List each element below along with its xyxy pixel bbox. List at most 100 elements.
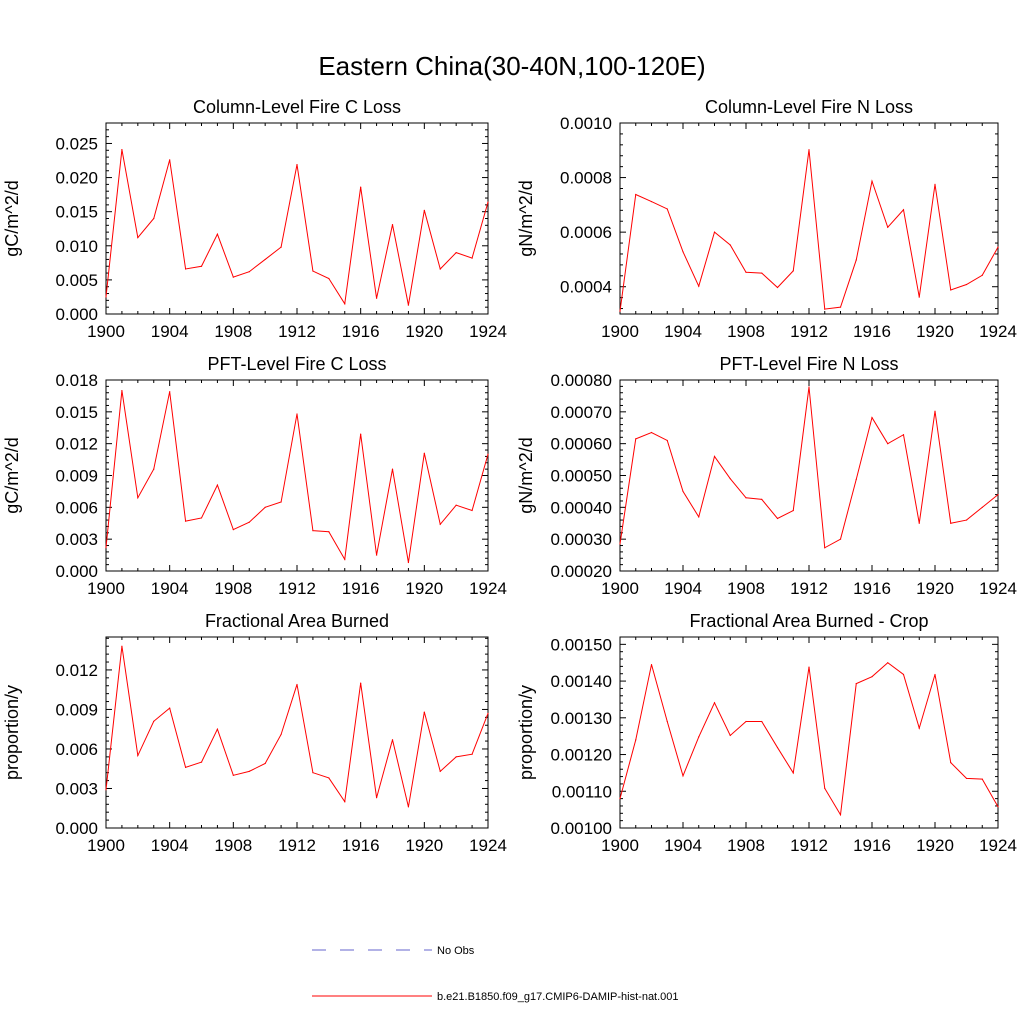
data-point (328, 277, 330, 280)
data-point (729, 734, 731, 737)
data-point (137, 237, 139, 239)
y-axis-label: gN/m^2/d (516, 437, 536, 513)
y-tick-label: 0.020 (55, 169, 98, 188)
data-point (391, 739, 394, 741)
data-point (650, 431, 653, 434)
panel-title: Fractional Area Burned - Crop (689, 611, 928, 631)
y-tick-label: 0.00100 (551, 819, 612, 838)
data-point (808, 386, 810, 388)
data-point (375, 297, 378, 299)
data-point (328, 777, 330, 779)
data-point (296, 164, 298, 166)
x-tick-label: 1916 (853, 579, 891, 598)
data-point (407, 806, 410, 808)
plot-frame (105, 636, 489, 829)
y-tick-label: 0.009 (55, 700, 98, 719)
x-tick-label: 1912 (790, 579, 828, 598)
series-line (105, 149, 489, 306)
y-tick-label: 0.025 (55, 134, 98, 153)
data-point (934, 410, 936, 412)
series-line (619, 149, 999, 312)
data-point (423, 711, 425, 713)
data-point (666, 720, 668, 723)
y-tick-label: 0.00040 (551, 498, 612, 517)
data-point (423, 209, 425, 211)
data-point (887, 226, 889, 228)
data-point (713, 231, 716, 233)
legend-label-no-obs: No Obs (437, 945, 475, 957)
data-point (105, 547, 107, 549)
data-point (950, 522, 952, 524)
panel-title: Column-Level Fire N Loss (705, 97, 913, 117)
x-tick-label: 1900 (87, 579, 125, 598)
legend-label-model: b.e21.B1850.f09_g17.CMIP6-DAMIP-hist-nat… (437, 991, 679, 1003)
data-point (344, 558, 346, 560)
x-tick-label: 1912 (790, 322, 828, 341)
y-tick-label: 0.006 (55, 498, 98, 517)
data-point (792, 270, 794, 272)
y-tick-label: 0.0006 (560, 223, 612, 242)
data-point (200, 265, 203, 267)
data-point (137, 497, 139, 499)
panel-title: Fractional Area Burned (205, 611, 389, 631)
x-tick-label: 1908 (727, 322, 765, 341)
y-tick-label: 0.0004 (560, 278, 612, 297)
data-point (105, 789, 107, 791)
data-point (200, 517, 203, 519)
data-point (650, 200, 653, 203)
x-tick-label: 1900 (601, 836, 639, 855)
y-tick-label: 0.0010 (560, 114, 612, 133)
data-point (232, 276, 234, 278)
y-tick-label: 0.015 (55, 403, 98, 422)
data-point (902, 673, 905, 676)
data-point (965, 519, 968, 521)
data-point (981, 506, 983, 508)
data-point (682, 490, 684, 493)
data-point (264, 506, 266, 508)
plot-frame (105, 379, 489, 572)
data-point (698, 736, 700, 738)
y-tick-label: 0.012 (55, 661, 98, 680)
data-point (934, 183, 936, 185)
data-point (808, 666, 810, 668)
data-point (682, 251, 684, 253)
x-tick-label: 1904 (151, 836, 189, 855)
x-tick-label: 1916 (853, 836, 891, 855)
data-point (619, 543, 621, 545)
data-point (153, 217, 155, 220)
data-point (216, 484, 219, 486)
data-point (855, 683, 857, 685)
x-tick-label: 1904 (664, 836, 702, 855)
series-line (105, 646, 489, 808)
data-point (855, 259, 857, 261)
data-point (344, 303, 346, 305)
y-tick-label: 0.00060 (551, 435, 612, 454)
data-point (439, 770, 441, 772)
data-point (713, 702, 716, 704)
x-tick-label: 1900 (87, 322, 125, 341)
data-point (169, 707, 171, 709)
x-tick-label: 1908 (727, 579, 765, 598)
data-point (264, 762, 266, 765)
data-point (902, 434, 905, 436)
data-point (745, 720, 747, 723)
data-point (312, 530, 314, 532)
x-tick-label: 1912 (278, 579, 316, 598)
data-point (950, 762, 952, 764)
data-point (635, 193, 637, 196)
y-tick-label: 0.00130 (551, 709, 612, 728)
data-point (824, 787, 826, 789)
page-title: Eastern China(30-40N,100-120E) (318, 51, 705, 81)
data-point (232, 774, 234, 776)
chart-panel-2: Column-Level Fire N Loss gN/m^2/d 1900 1904… (516, 97, 1017, 341)
y-tick-label: 0.00080 (551, 371, 612, 390)
y-tick-label: 0.0008 (560, 169, 612, 188)
legend: No Obs b.e21.B1850.f09_g17.CMIP6-DAMIP-h… (312, 945, 679, 1003)
data-point (439, 268, 441, 270)
data-point (471, 753, 473, 755)
y-tick-label: 0.00050 (551, 467, 612, 486)
chart-panel-6: Fractional Area Burned - Crop proportion/… (516, 611, 1017, 855)
data-point (761, 720, 763, 723)
y-tick-label: 0.015 (55, 203, 98, 222)
